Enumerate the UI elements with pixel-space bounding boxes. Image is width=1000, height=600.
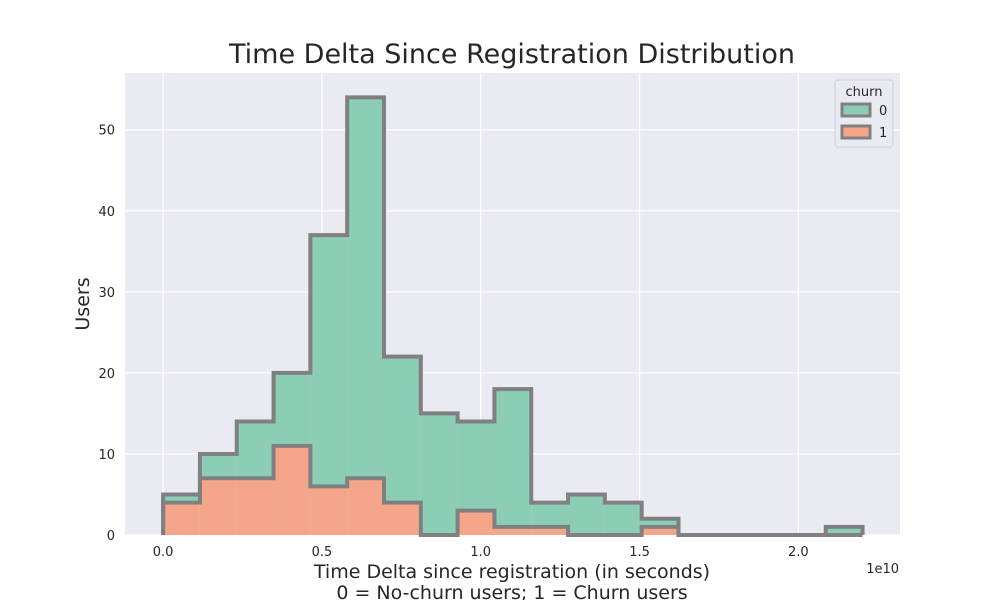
bar-churn-0-bin-9	[494, 389, 532, 527]
bar-churn-0-bin-7	[420, 413, 458, 535]
bar-churn-0-bin-13	[641, 518, 679, 527]
y-axis-ticks: 0 10 20 30 40 50	[98, 124, 115, 544]
histogram-bars	[163, 97, 863, 535]
legend-label-0: 0	[879, 104, 887, 119]
bar-churn-0-bin-1	[199, 453, 237, 479]
bar-churn-1-bin-10	[531, 526, 569, 535]
bar-churn-0-bin-11	[568, 494, 605, 535]
bar-churn-0-bin-4	[310, 235, 348, 487]
bar-churn-0-bin-0	[163, 494, 200, 503]
x-offset-text: 1e10	[866, 562, 899, 577]
x-tick-label-2: 1.0	[470, 545, 491, 560]
bar-churn-1-bin-3	[273, 445, 311, 535]
bar-churn-0-bin-10	[531, 502, 569, 527]
bar-churn-1-bin-0	[163, 502, 200, 535]
outline-churn-0	[161, 95, 865, 537]
x-axis-note: 0 = No-churn users; 1 = Churn users	[336, 582, 687, 600]
legend-label-1: 1	[879, 126, 887, 141]
x-tick-label-1: 0.5	[312, 545, 333, 560]
bar-churn-1-bin-5	[347, 478, 384, 535]
bar-churn-1-bin-1	[199, 478, 237, 535]
bar-churn-0-bin-3	[273, 372, 311, 446]
bar-churn-0-bin-18	[825, 526, 863, 535]
bar-churn-1-bin-9	[494, 526, 532, 535]
bar-churn-0-bin-6	[383, 356, 421, 503]
x-tick-label-4: 2.0	[788, 545, 809, 560]
bar-churn-1-bin-4	[310, 486, 348, 535]
y-tick-label-4: 40	[98, 205, 115, 220]
legend-swatch-0	[840, 102, 872, 118]
legend-swatch-1	[840, 124, 872, 140]
bar-churn-1-bin-8	[457, 510, 495, 535]
x-tick-label-3: 1.5	[629, 545, 650, 560]
legend: churn 0 1	[834, 79, 894, 148]
y-axis-label: Users	[72, 277, 94, 330]
y-tick-label-1: 10	[98, 448, 115, 463]
legend-title: churn	[846, 85, 883, 100]
bar-churn-1-bin-6	[383, 502, 421, 535]
x-axis-ticks: 0.0 0.5 1.0 1.5 2.0	[153, 545, 809, 560]
y-tick-label-0: 0	[107, 529, 115, 544]
chart-title: Time Delta Since Registration Distributi…	[228, 39, 795, 70]
x-tick-label-0: 0.0	[153, 545, 174, 560]
bar-churn-0-bin-2	[236, 421, 274, 479]
bar-churn-0-bin-12	[604, 502, 642, 535]
y-tick-label-2: 20	[98, 367, 115, 382]
bar-churn-1-bin-13	[641, 526, 679, 535]
bar-churn-1-bin-2	[236, 478, 274, 535]
bar-churn-0-bin-8	[457, 421, 495, 511]
y-tick-label-3: 30	[98, 286, 115, 301]
x-axis-label: Time Delta since registration (in second…	[313, 561, 710, 583]
histogram-outlines	[161, 95, 865, 537]
bar-churn-0-bin-5	[347, 97, 384, 479]
grid-lines	[125, 73, 900, 536]
y-tick-label-5: 50	[98, 124, 115, 139]
